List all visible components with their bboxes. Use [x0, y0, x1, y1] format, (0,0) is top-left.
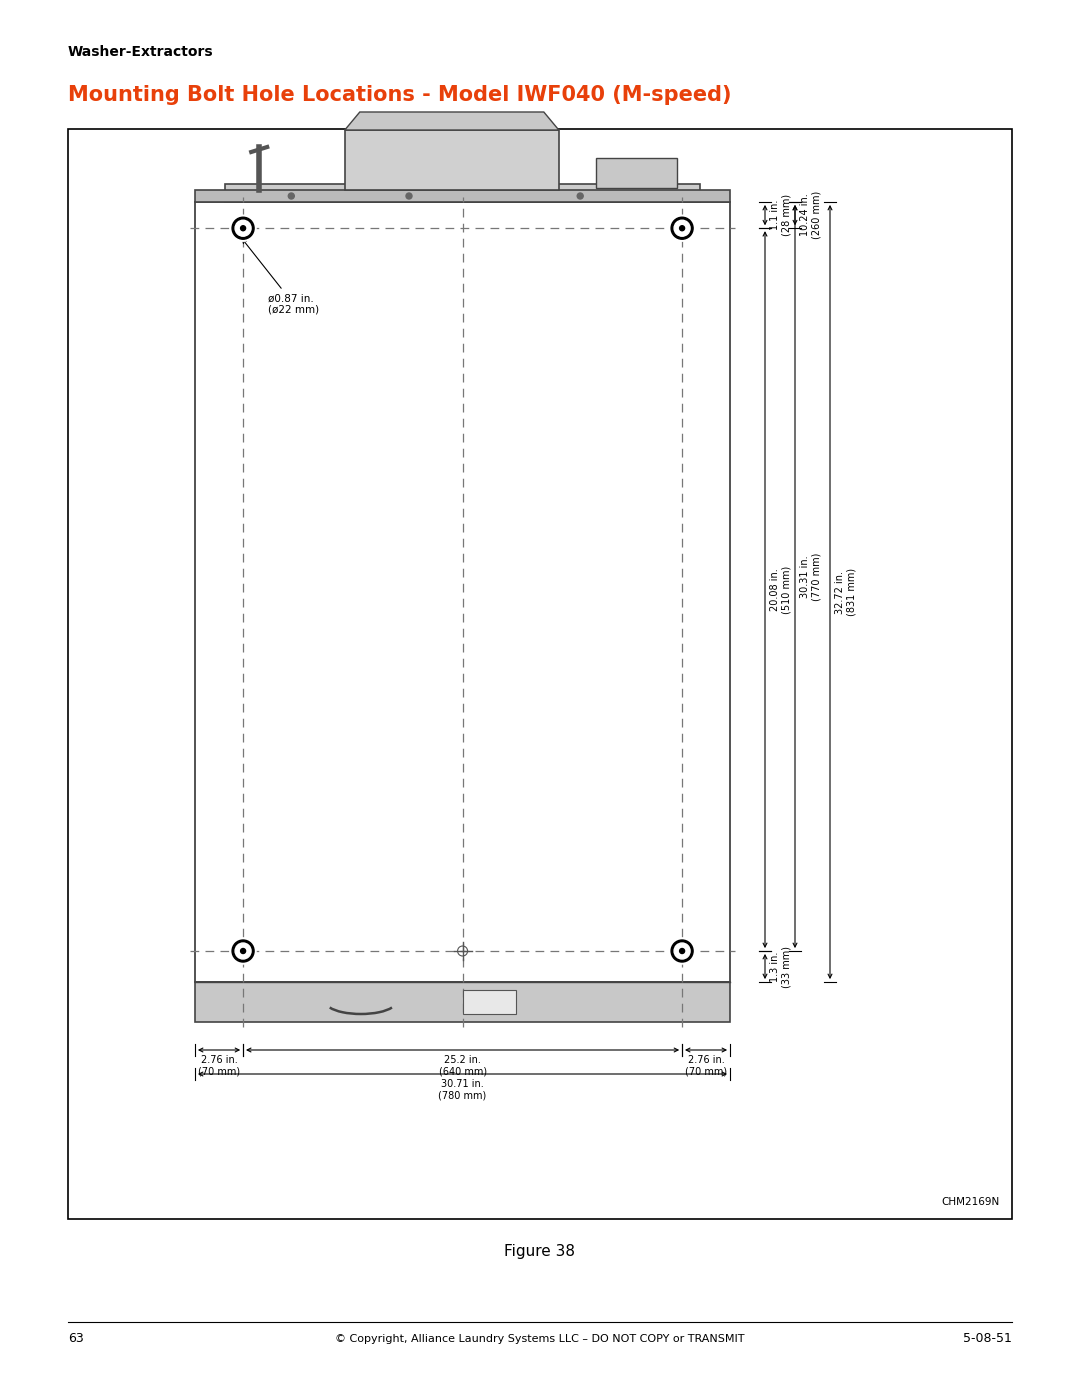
Circle shape	[674, 221, 690, 236]
Text: 32.72 in.
(831 mm): 32.72 in. (831 mm)	[835, 569, 856, 616]
Circle shape	[235, 221, 251, 236]
Circle shape	[679, 226, 685, 231]
Text: 30.71 in.
(780 mm): 30.71 in. (780 mm)	[438, 1078, 487, 1101]
Circle shape	[230, 937, 256, 964]
Circle shape	[406, 193, 411, 198]
Bar	[225, 184, 700, 203]
Circle shape	[232, 940, 254, 963]
Bar	[462, 990, 516, 1014]
Text: 10.24 in.
(260 mm): 10.24 in. (260 mm)	[800, 191, 822, 239]
Circle shape	[679, 949, 685, 954]
Circle shape	[577, 193, 583, 198]
Text: CHM2169N: CHM2169N	[942, 1197, 1000, 1207]
Circle shape	[674, 943, 690, 958]
Text: Washer-Extractors: Washer-Extractors	[68, 45, 214, 59]
Bar	[195, 203, 730, 982]
Text: 1.3 in.
(33 mm): 1.3 in. (33 mm)	[770, 946, 792, 988]
Circle shape	[241, 226, 245, 231]
Text: 30.31 in.
(770 mm): 30.31 in. (770 mm)	[800, 552, 822, 601]
Text: 2.76 in.
(70 mm): 2.76 in. (70 mm)	[685, 1055, 727, 1077]
Text: Figure 38: Figure 38	[504, 1243, 576, 1259]
Text: © Copyright, Alliance Laundry Systems LLC – DO NOT COPY or TRANSMIT: © Copyright, Alliance Laundry Systems LL…	[335, 1334, 745, 1344]
Circle shape	[288, 193, 294, 198]
Circle shape	[671, 217, 693, 239]
Text: 2.76 in.
(70 mm): 2.76 in. (70 mm)	[198, 1055, 240, 1077]
Circle shape	[670, 215, 696, 242]
Text: 5-08-51: 5-08-51	[963, 1333, 1012, 1345]
Circle shape	[671, 940, 693, 963]
Bar	[68, 129, 1012, 1220]
Circle shape	[670, 937, 696, 964]
Text: ø0.87 in.
(ø22 mm): ø0.87 in. (ø22 mm)	[243, 239, 320, 314]
Text: 1.1 in.
(28 mm): 1.1 in. (28 mm)	[770, 194, 792, 236]
Text: 63: 63	[68, 1333, 84, 1345]
Text: 25.2 in.
(640 mm): 25.2 in. (640 mm)	[438, 1055, 487, 1077]
Bar	[596, 158, 676, 189]
Text: Mounting Bolt Hole Locations - Model IWF040 (M-speed): Mounting Bolt Hole Locations - Model IWF…	[68, 85, 731, 105]
Text: 20.08 in.
(510 mm): 20.08 in. (510 mm)	[770, 566, 792, 613]
Bar	[195, 190, 730, 203]
Bar	[345, 130, 558, 190]
Circle shape	[232, 217, 254, 239]
Circle shape	[235, 943, 251, 958]
Bar	[195, 982, 730, 1023]
Polygon shape	[345, 112, 558, 130]
Circle shape	[241, 949, 245, 954]
Circle shape	[230, 215, 256, 242]
